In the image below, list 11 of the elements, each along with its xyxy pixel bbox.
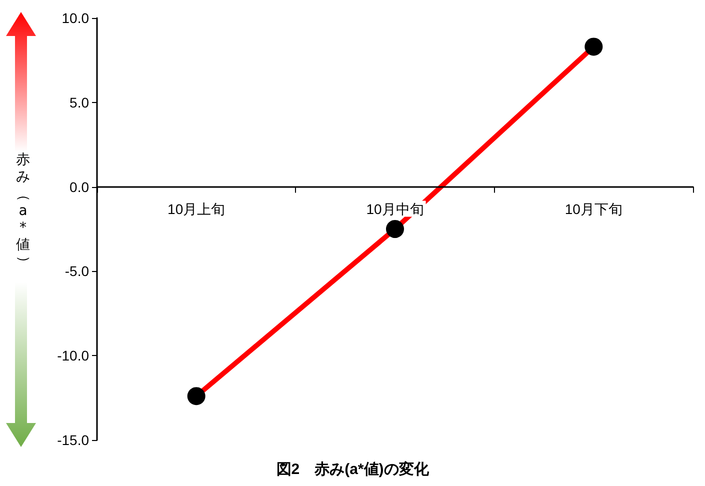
y-tick-label: -5.0: [64, 263, 90, 280]
text: 図2 赤み(a*値)の変化: [276, 460, 430, 478]
y-tick-label: -10.0: [57, 348, 90, 364]
y-tick-label: -15.0: [57, 432, 90, 448]
x-tick-label: 10月中旬: [366, 200, 424, 217]
y-axis-title: 赤み（a*値）: [14, 152, 32, 272]
y-tick-label: 10.0: [62, 10, 90, 26]
x-tick-label: 10月下旬: [564, 200, 622, 217]
x-tick-label: 10月上旬: [168, 200, 226, 217]
y-tick-label: 5.0: [70, 94, 90, 110]
y-tick-label: 0.0: [70, 178, 90, 195]
